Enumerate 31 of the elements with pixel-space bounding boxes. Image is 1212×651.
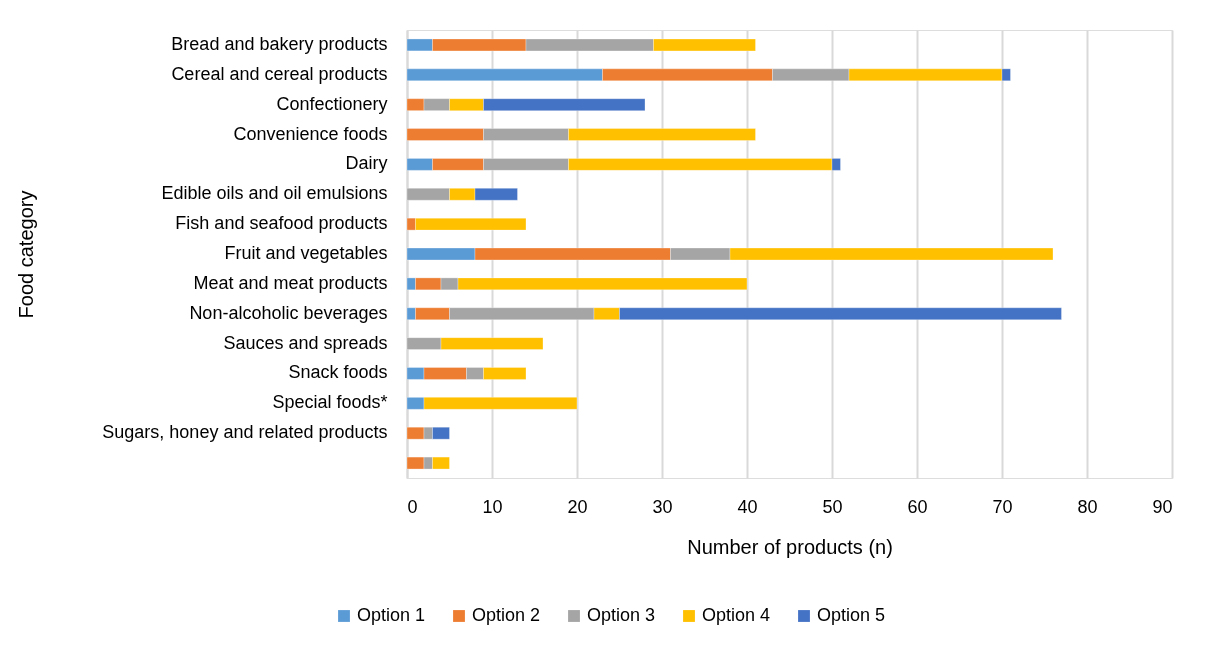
x-tick-label: 60 [907, 496, 928, 517]
y-tick-label: Non-alcoholic beverages [189, 302, 388, 323]
y-tick-label: Fruit and vegetables [224, 243, 388, 263]
y-axis-title: Food category [14, 190, 37, 319]
legend-label: Option 2 [472, 605, 541, 625]
x-tick-label: 0 [407, 496, 418, 517]
y-tick-label: Special foods* [272, 392, 388, 413]
legend-label: Option 5 [817, 605, 886, 625]
y-tick-label: Convenience foods [233, 123, 388, 144]
x-axis-title: Number of products (n) [687, 535, 893, 558]
x-tick-label: 50 [822, 496, 843, 517]
y-tick-label: Bread and bakery products [171, 33, 388, 54]
legend-label: Option 1 [357, 605, 426, 625]
y-tick-label: Confectionery [276, 93, 388, 114]
legend-label: Option 3 [587, 605, 656, 625]
legend-label: Option 4 [702, 605, 771, 625]
y-tick-label: Cereal and cereal products [171, 63, 388, 84]
x-tick-label: 10 [482, 496, 503, 517]
y-tick-label: Meat and meat products [193, 272, 388, 293]
x-tick-label: 80 [1077, 496, 1098, 517]
y-tick-label: Sugars, honey and related products [102, 422, 388, 443]
y-tick-label: Snack foods [288, 362, 388, 383]
y-tick-label: Edible oils and oil emulsions [161, 183, 388, 204]
x-tick-label: 70 [992, 496, 1013, 517]
x-tick-label: 40 [737, 496, 758, 517]
x-tick-label: 20 [567, 496, 588, 517]
x-tick-label: 90 [1152, 496, 1173, 517]
y-tick-label: Dairy [345, 153, 388, 174]
y-tick-label: Sauces and spreads [223, 332, 388, 353]
x-tick-label: 30 [652, 496, 673, 517]
y-tick-label: Fish and seafood products [175, 213, 388, 234]
